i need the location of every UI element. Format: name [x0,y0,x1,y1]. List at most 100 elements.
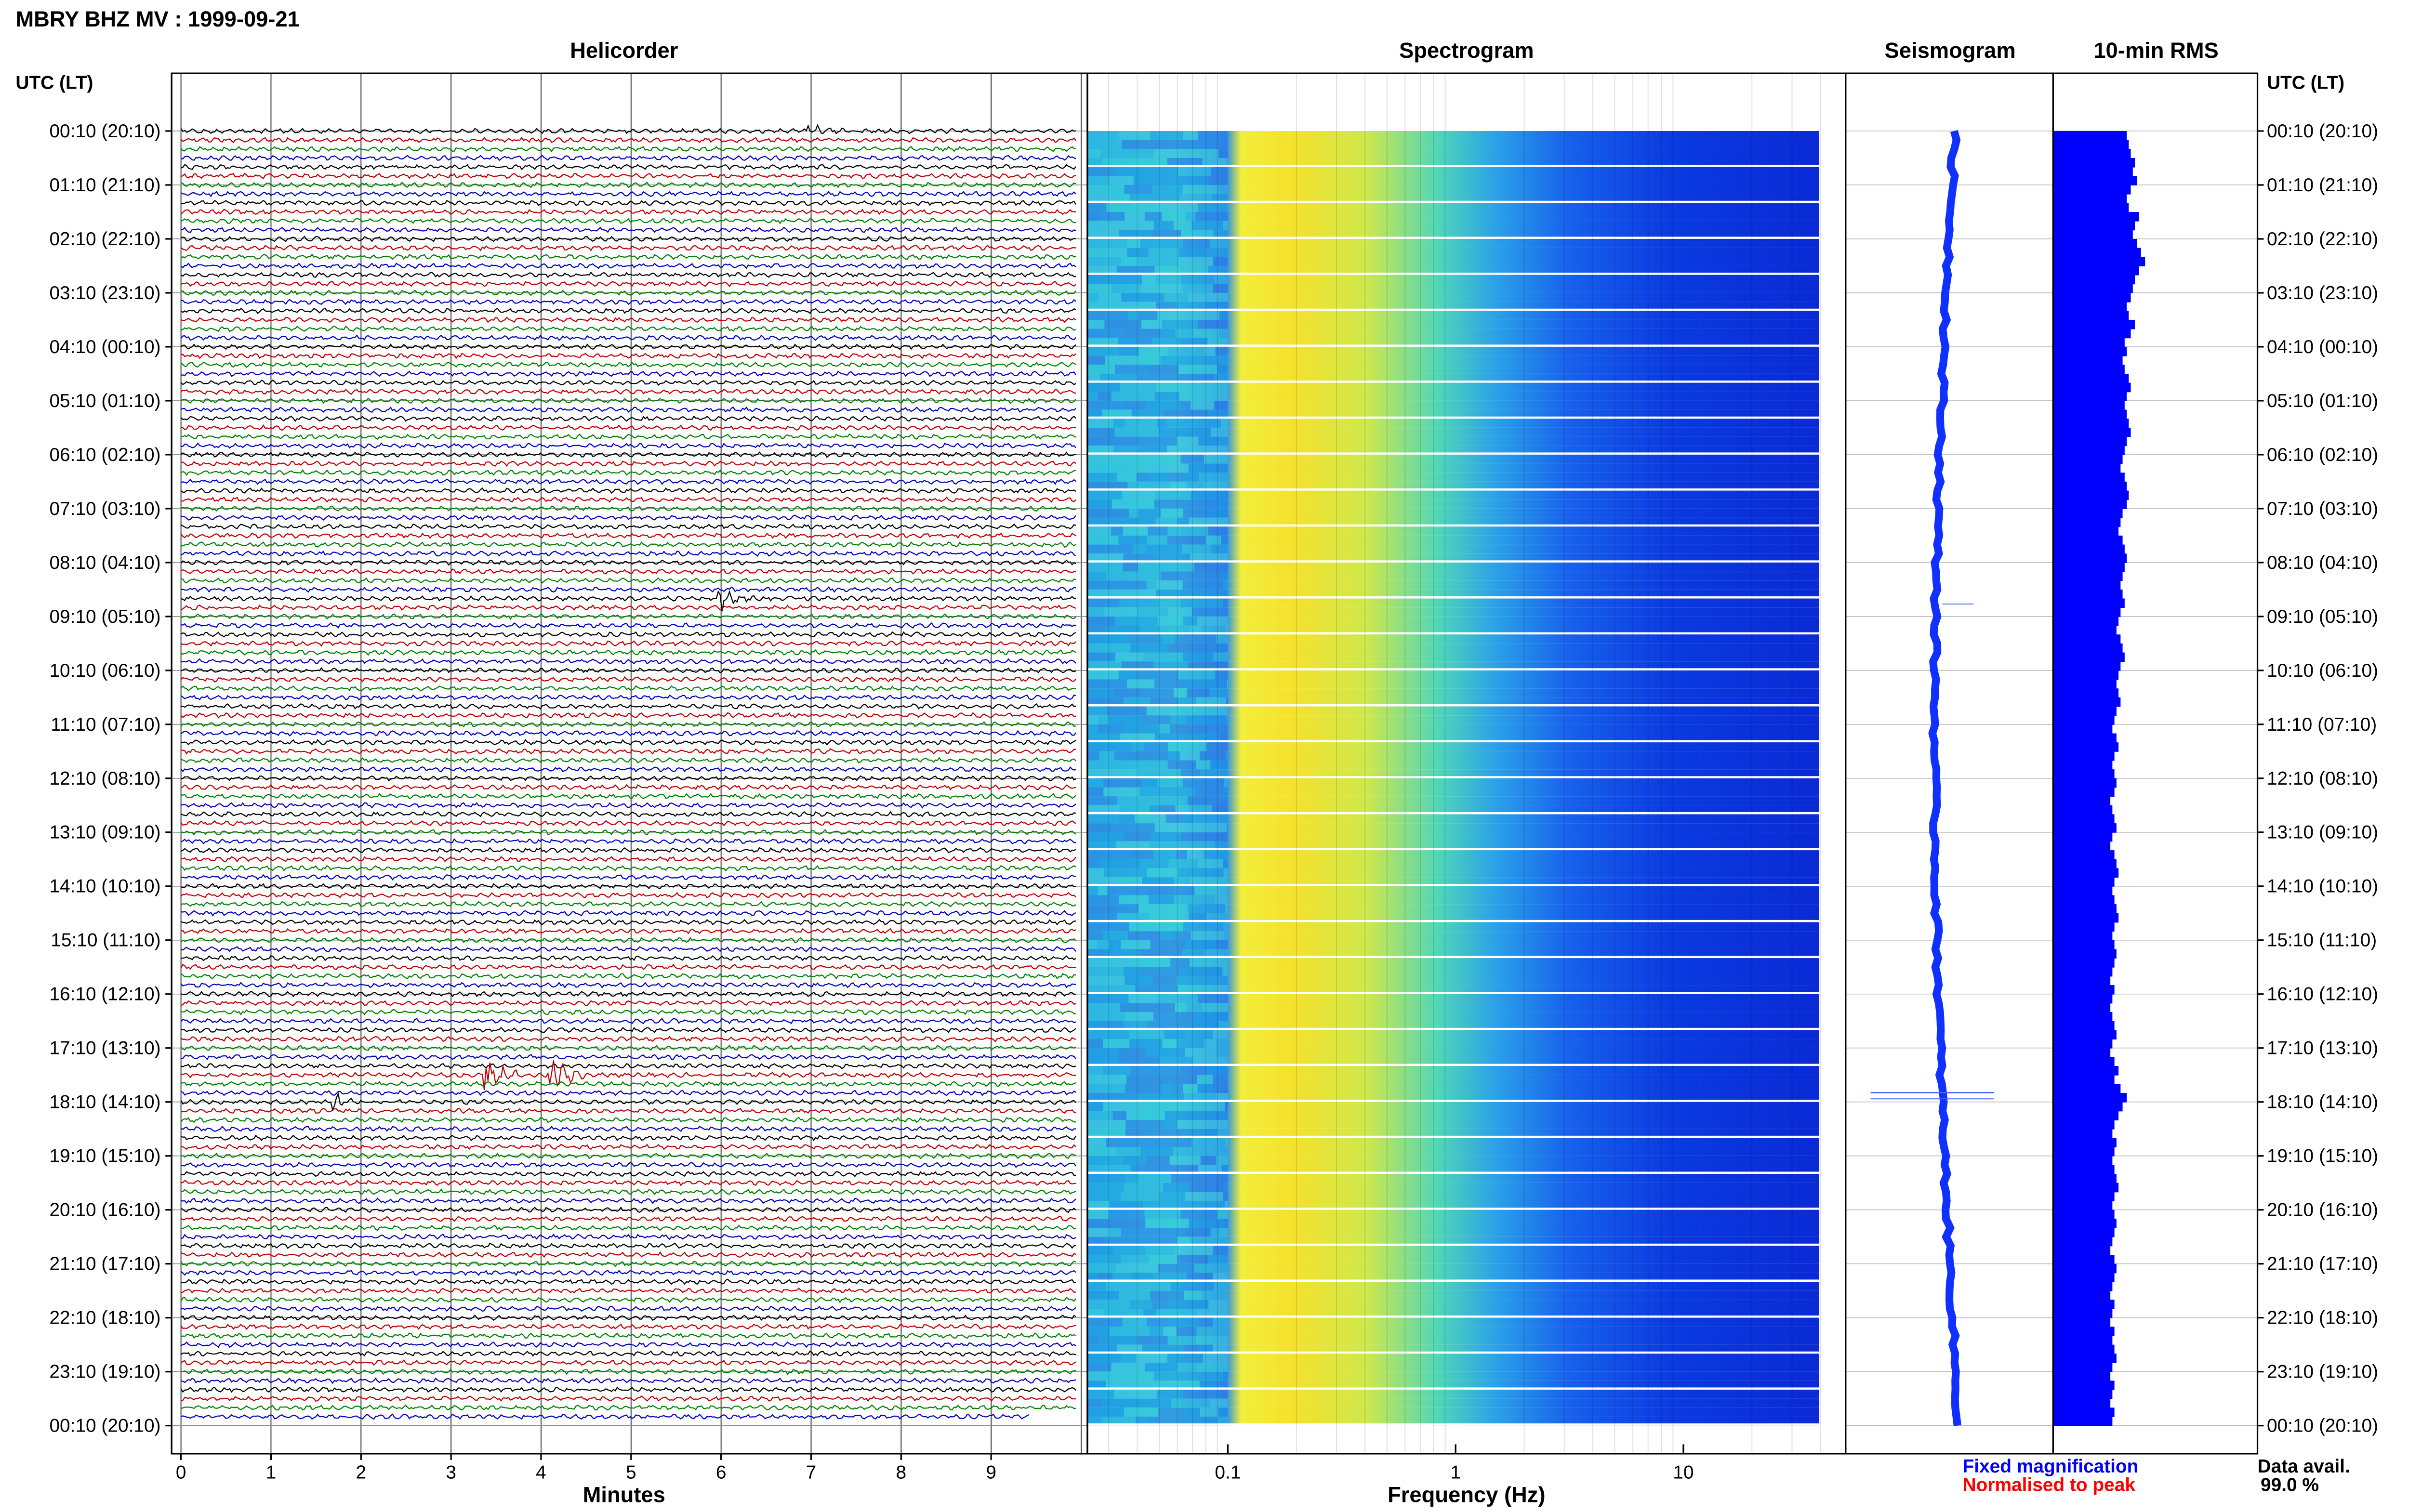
spectrogram-cell [1170,194,1180,203]
helicorder-trace [181,1026,1076,1034]
spectrogram-cell [1220,1381,1228,1390]
spectrogram-cell [1087,463,1111,473]
spectrogram-cell [1225,751,1228,761]
spectrogram-cell [1221,535,1228,545]
spectrogram-gap [1087,1279,1819,1282]
helicorder-trace [181,622,1076,629]
helicorder-trace [181,802,1076,809]
spectrogram-cell [1225,1138,1228,1147]
spectrogram-cell [1087,562,1123,572]
spectrogram-cell [1087,248,1113,257]
spectrogram-cell [1124,436,1136,446]
helicorder-trace [181,784,1076,791]
spectrogram-cell [1087,1084,1125,1093]
spectrogram-cell [1141,1129,1183,1138]
spectrogram-cell [1087,1371,1103,1381]
spectrogram-cell [1141,688,1155,697]
rms-bar [2053,1156,2113,1166]
spectrogram-cell [1124,221,1154,230]
spectrogram-cell [1107,886,1148,895]
spectrogram-cell [1161,508,1183,518]
helicorder-trace [181,946,1076,953]
spectrogram-cell [1143,1120,1163,1129]
spectrogram-row [1087,1075,1819,1084]
spectrogram-cell [1204,140,1228,149]
helicorder-trace [181,1053,1076,1061]
spectrogram-cell [1168,742,1207,751]
spectrogram-cell [1123,454,1144,464]
spectrogram-row [1087,203,1819,212]
spectrogram-cell [1087,1021,1100,1030]
spectrogram-row [1087,1407,1819,1417]
spectrogram-cell [1176,302,1206,311]
spectrogram-cell [1102,1371,1134,1381]
spectrogram-cell [1111,1362,1145,1372]
spectrogram-cell [1207,796,1218,805]
spectrogram-gap [1087,956,1819,959]
helicorder-trace [181,514,1076,521]
rms-bar [2053,184,2131,195]
spectrogram-cell [1119,230,1152,239]
helicorder-trace [180,334,1076,341]
spectrogram-cell [1087,1147,1101,1156]
spectrogram-cell [1107,1317,1123,1327]
spectrogram-cell [1142,1344,1184,1354]
panel-frame [2052,72,2259,1455]
spectrogram-cell [1219,733,1228,743]
spectrogram-cell [1087,1290,1119,1300]
spectrogram-cell [1183,922,1224,932]
helicorder-trace [181,424,1076,431]
rms-bar [2053,661,2121,671]
spectrogram-cell [1213,1075,1228,1084]
spectrogram-cell [1123,1021,1137,1030]
helicorder-trace [181,469,1076,476]
spectrogram-cell [1218,149,1228,158]
spectrogram-cell [1087,1048,1119,1057]
helicorder-trace [180,1018,1076,1025]
spectrogram-cell [1191,221,1223,230]
rms-bar [2053,967,2113,977]
helicorder-trace [180,145,1076,153]
rms-bar [2053,760,2113,770]
rms-bar [2053,634,2121,644]
spectrogram-cell [1191,311,1219,320]
rms-bar [2053,365,2125,374]
spectrogram-cell [1204,248,1228,257]
minute-tick-label: 3 [446,1462,456,1483]
rms-bar [2053,625,2117,635]
spectrogram-cell [1163,1228,1185,1237]
spectrogram-cell [1119,805,1150,815]
spectrogram-cell [1209,643,1228,653]
spectrogram-row [1087,194,1819,203]
spectrogram-cell [1087,1111,1113,1120]
spectrogram-cell [1087,814,1120,824]
spectrogram-cell [1193,1300,1209,1309]
spectrogram-cell [1223,1012,1228,1021]
spectrogram-cell [1156,302,1176,311]
spectrogram-cell [1208,724,1228,734]
spectrogram-cell [1226,625,1228,635]
spectrogram-cell [1102,409,1132,419]
helicorder-trace [180,1092,1076,1112]
spectrogram-cell [1148,167,1178,176]
spectrogram-cell [1087,1344,1117,1354]
helicorder-trace [181,901,1076,907]
spectrogram-cell [1109,1201,1143,1210]
spectrogram-cell [1100,373,1138,383]
rms-bar [2053,517,2121,527]
spectrogram-cell [1162,211,1186,221]
spectrogram-cell [1218,1021,1228,1030]
spectrogram-row [1087,760,1819,770]
helicorder-trace [181,280,1076,288]
spectrogram-cell [1107,706,1147,716]
rms-bar [2053,194,2127,204]
rms-bar [2053,526,2119,536]
spectrogram-cell [1157,778,1183,788]
helicorder-trace [180,676,1076,683]
spectrogram-cell [1148,886,1175,895]
spectrogram-row [1087,562,1819,572]
spectrogram-gap [1087,273,1819,275]
spectrogram-cell [1115,1147,1141,1156]
rms-bar [2053,904,2117,914]
rms-bar [2053,598,2125,608]
